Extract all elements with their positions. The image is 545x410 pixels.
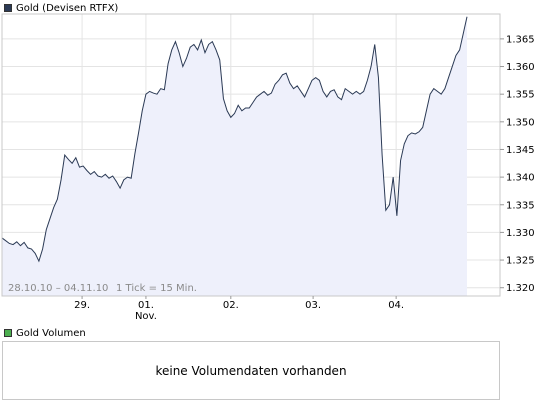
price-legend-swatch bbox=[4, 4, 12, 12]
x-tick-label: 03. bbox=[305, 300, 321, 311]
volume-legend-label: Gold Volumen bbox=[16, 327, 86, 339]
volume-legend: Gold Volumen bbox=[4, 327, 86, 339]
y-tick-label: 1.360 bbox=[506, 62, 535, 73]
y-tick-label: 1.350 bbox=[506, 117, 535, 128]
price-line bbox=[1, 16, 468, 263]
price-chart: 1.320 1.325 1.330 1.335 1.340 1.345 1.350 1.355… bbox=[1, 13, 535, 322]
x-tick-label: 02. bbox=[223, 300, 239, 311]
x-tick-label: 29. bbox=[74, 300, 90, 311]
price-legend: Gold (Devisen RTFX) bbox=[4, 2, 118, 14]
price-legend-label: Gold (Devisen RTFX) bbox=[16, 2, 119, 14]
y-tick-label: 1.335 bbox=[506, 200, 535, 211]
volume-panel: keine Volumendaten vorhanden bbox=[2, 341, 500, 400]
tick-info-label: 1 Tick = 15 Min. bbox=[116, 283, 197, 294]
x-tick-label: 01. bbox=[138, 300, 154, 311]
no-volume-data-message: keine Volumendaten vorhanden bbox=[155, 363, 347, 378]
x-axis: 29. 01.Nov. 02. 03. 04. bbox=[74, 296, 404, 322]
y-tick-label: 1.345 bbox=[506, 145, 535, 156]
y-tick-label: 1.355 bbox=[506, 90, 535, 101]
x-tick-label: 04. bbox=[388, 300, 404, 311]
y-tick-label: 1.320 bbox=[506, 283, 535, 294]
x-tick-sublabel: Nov. bbox=[135, 311, 157, 322]
plot-frame bbox=[1, 13, 501, 297]
volume-legend-swatch bbox=[4, 329, 12, 337]
y-tick-label: 1.325 bbox=[506, 256, 535, 267]
price-area bbox=[2, 16, 467, 296]
y-tick-label: 1.340 bbox=[506, 173, 535, 184]
date-range-label: 28.10.10 – 04.11.10 bbox=[8, 283, 108, 294]
y-tick-label: 1.365 bbox=[506, 34, 535, 45]
y-tick-label: 1.330 bbox=[506, 228, 535, 239]
y-axis: 1.320 1.325 1.330 1.335 1.340 1.345 1.350 1.355… bbox=[500, 34, 535, 294]
